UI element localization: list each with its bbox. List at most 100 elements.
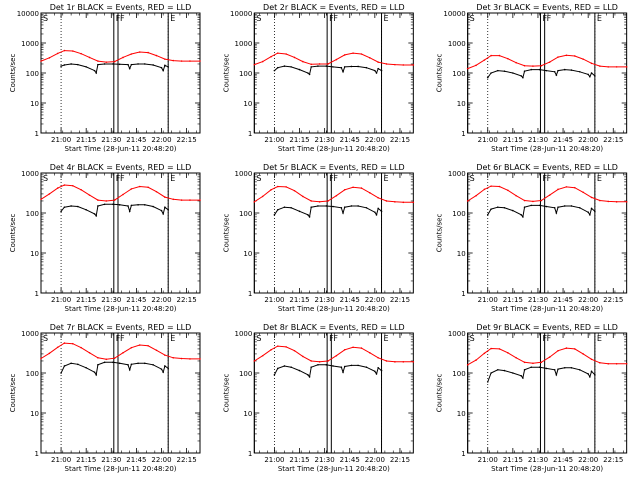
data-point-lld [548,356,551,358]
data-point-lld [122,351,124,354]
marker-label-E: E [384,174,389,183]
data-point-events [298,369,301,372]
data-point-lld [498,185,501,188]
data-point-lld [590,196,593,199]
data-point-events [127,205,129,207]
data-point-events [310,206,313,208]
y-axis-label: Counts/sec [222,54,230,93]
x-tick-label: 21:15 [76,456,96,464]
data-point-events [490,208,492,210]
data-point-lld [607,66,610,68]
data-point-events [160,66,163,69]
marker-label-S: S [256,14,261,23]
data-point-events [578,206,581,209]
x-tick-label: 21:45 [553,296,573,304]
data-point-lld [475,359,477,361]
data-point-lld [80,346,82,349]
data-point-lld [147,344,149,347]
data-point-lld [318,201,321,203]
data-point-events [523,206,526,208]
data-point-events [496,369,499,371]
series-line-lld [254,52,414,66]
data-point-lld [573,55,576,57]
x-axis-label: Start Time (28-Jun-11 20:48:20) [278,145,390,153]
data-point-lld [352,52,354,54]
marker-label-F: F [333,174,338,183]
data-point-events [112,361,114,364]
series-line-events [273,364,382,379]
data-point-events [589,75,591,78]
data-point-lld [276,345,279,347]
data-point-lld [48,352,51,355]
data-point-lld [105,61,108,63]
x-tick-label: 22:15 [390,136,410,144]
data-point-events [343,206,346,208]
data-point-lld [582,58,584,60]
data-point-events [357,205,359,207]
data-point-events [273,374,276,376]
y-tick-label: 10 [30,100,39,108]
data-point-events [164,206,166,208]
data-point-events [143,63,146,65]
y-tick-label: 10 [30,410,39,418]
marker-label-S: S [256,174,261,183]
data-point-lld [40,198,42,201]
data-point-events [570,69,573,71]
data-point-events [545,367,548,370]
y-tick-label: 100 [26,210,39,218]
data-point-lld [327,63,329,65]
data-point-events [130,363,133,366]
marker-label-F: F [120,14,125,23]
data-point-lld [532,65,534,67]
data-point-events [587,373,589,375]
panel-title: Det 4r BLACK = Events, RED = LLD [50,163,192,172]
x-tick-label: 22:00 [578,136,598,144]
data-point-lld [40,60,42,62]
panel-det-4: Det 4r BLACK = Events, RED = LLD 1 10 100 10… [9,163,201,313]
data-point-events [308,376,311,378]
data-point-lld [88,351,91,354]
data-point-events [365,66,368,69]
marker-label-E: E [597,174,602,183]
data-point-lld [199,60,201,62]
data-point-events [308,73,311,76]
data-point-events [103,203,106,206]
data-point-lld [515,194,517,197]
data-point-events [137,362,139,365]
data-point-lld [360,347,363,349]
y-tick-label: 1000 [21,40,39,48]
data-point-events [70,63,72,65]
data-point-lld [335,58,338,61]
data-point-events [490,72,492,74]
data-point-events [167,209,169,211]
data-point-lld [138,344,141,346]
data-point-lld [557,349,559,352]
data-point-events [112,203,114,206]
x-tick-label: 22:15 [177,296,197,304]
data-point-events [103,63,106,65]
y-tick-label: 1000 [235,330,253,338]
data-point-lld [377,61,379,63]
data-point-lld [172,356,175,359]
data-point-lld [164,354,166,356]
data-point-events [77,63,79,66]
y-tick-label: 1000 [448,170,466,178]
x-tick-label: 22:15 [603,136,623,144]
data-point-events [152,205,154,208]
data-point-events [377,366,379,369]
series-line-events [60,63,169,75]
data-point-lld [270,349,272,351]
data-point-lld [310,63,313,66]
data-point-events [512,209,514,212]
data-point-events [325,205,328,207]
data-point-lld [253,201,256,203]
series-line-lld [40,50,200,63]
series-line-lld [467,347,627,366]
data-point-lld [573,348,576,350]
data-point-events [375,373,378,375]
x-tick-label: 21:30 [315,456,335,464]
data-point-lld [599,65,601,67]
data-point-events [283,206,286,208]
data-point-lld [293,56,296,59]
